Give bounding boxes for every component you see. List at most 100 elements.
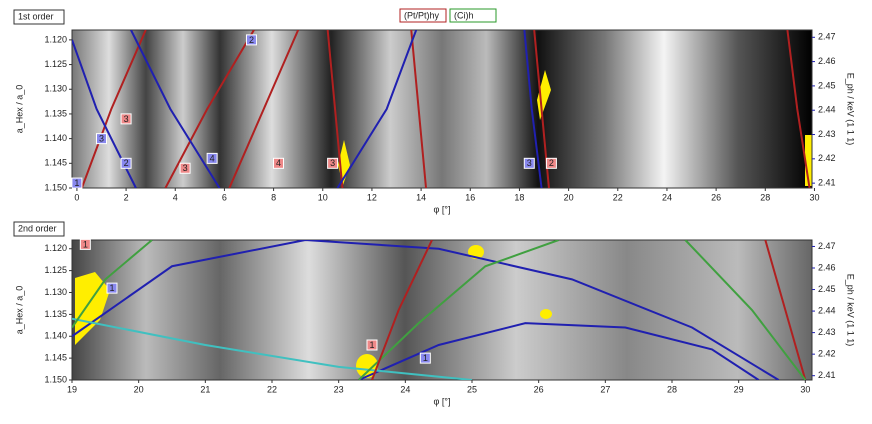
y2-axis-label: E_ph / keV (1 1 1) [846,73,856,146]
y-tick-label: 1.140 [44,331,67,341]
y2-tick-label: 2.41 [818,178,836,188]
curve [72,240,780,380]
curve [72,317,473,380]
y-tick-label: 1.145 [44,353,67,363]
x-tick-label: 10 [318,192,328,202]
y2-axis-label: E_ph / keV (1 1 1) [846,274,856,347]
curve [523,30,543,188]
x-tick-label: 24 [400,384,410,394]
curve [410,30,428,188]
marker-label: 3 [183,163,188,173]
y2-tick-label: 2.42 [818,153,836,163]
curve [764,240,807,380]
x-tick-label: 22 [613,192,623,202]
region [540,309,552,319]
marker-box [106,282,118,294]
curve [336,30,418,188]
x-tick-label: 6 [222,192,227,202]
y-axis-label: a_Hex / a_0 [14,85,24,134]
curve [786,30,811,188]
marker-label: 2 [549,158,554,168]
x-tick-label: 22 [267,384,277,394]
x-tick-label: 28 [760,192,770,202]
marker-box [523,157,535,169]
x-tick-label: 20 [134,384,144,394]
y-tick-label: 1.150 [44,182,67,192]
curve [357,240,560,380]
x-tick-label: 27 [600,384,610,394]
marker-label: 1 [83,239,88,249]
x-tick-label: 20 [564,192,574,202]
legend-label: (Pt/Pt)hy [404,10,440,20]
marker-box [273,157,285,169]
panel-title: 2nd order [18,223,57,233]
x-tick-label: 30 [800,384,810,394]
title-box [13,221,65,237]
intensity-map [72,30,812,188]
marker-label: 1 [74,178,79,188]
panel-title: 1st order [18,11,54,21]
marker-box [327,157,339,169]
marker-label: 3 [124,114,129,124]
y2-tick-label: 2.47 [818,32,836,42]
region [75,272,110,345]
x-tick-label: 30 [809,192,819,202]
x-tick-label: 16 [465,192,475,202]
axes-frame [71,29,813,189]
curve [684,240,807,380]
marker-box [120,113,132,125]
x-tick-label: 29 [734,384,744,394]
marker-label: 3 [527,158,532,168]
title-box [13,9,65,25]
y-tick-label: 1.120 [44,34,67,44]
x-axis-label: φ [°] [434,204,451,214]
marker-box [120,157,132,169]
marker-label: 3 [330,158,335,168]
x-tick-label: 12 [367,192,377,202]
marker-label: 1 [423,353,428,363]
y-tick-label: 1.130 [44,84,67,94]
axes-frame [71,239,813,381]
x-tick-label: 8 [271,192,276,202]
curve [326,30,344,188]
y2-tick-label: 2.43 [818,327,836,337]
curve [371,240,433,380]
x-axis-label: φ [°] [434,396,451,406]
y2-tick-label: 2.47 [818,241,836,251]
y2-tick-label: 2.45 [818,80,836,90]
y-tick-label: 1.150 [44,374,67,384]
x-tick-label: 21 [200,384,210,394]
x-tick-label: 23 [334,384,344,394]
marker-label: 2 [249,35,254,45]
x-tick-label: 26 [534,384,544,394]
marker-label: 1 [369,340,374,350]
curve [164,30,255,188]
x-tick-label: 4 [173,192,178,202]
marker-box [206,152,218,164]
x-tick-label: 25 [467,384,477,394]
y2-tick-label: 2.43 [818,129,836,139]
x-tick-label: 2 [124,192,129,202]
x-tick-label: 26 [711,192,721,202]
marker-box [366,339,378,351]
y2-tick-label: 2.44 [818,305,836,315]
y-axis-label: a_Hex / a_0 [14,286,24,335]
y-tick-label: 1.145 [44,158,67,168]
curve [358,322,760,380]
marker-box [245,34,257,46]
x-tick-label: 14 [416,192,426,202]
marker-box [79,238,91,250]
marker-box [96,133,108,145]
marker-label: 4 [210,153,215,163]
y2-tick-label: 2.46 [818,262,836,272]
y2-tick-label: 2.45 [818,284,836,294]
region [356,354,378,378]
curve [72,240,153,329]
y-tick-label: 1.120 [44,243,67,253]
marker-box [179,162,191,174]
x-tick-label: 24 [662,192,672,202]
legend-box [449,8,497,23]
x-tick-label: 19 [67,384,77,394]
legend-label: (Ci)h [454,10,474,20]
